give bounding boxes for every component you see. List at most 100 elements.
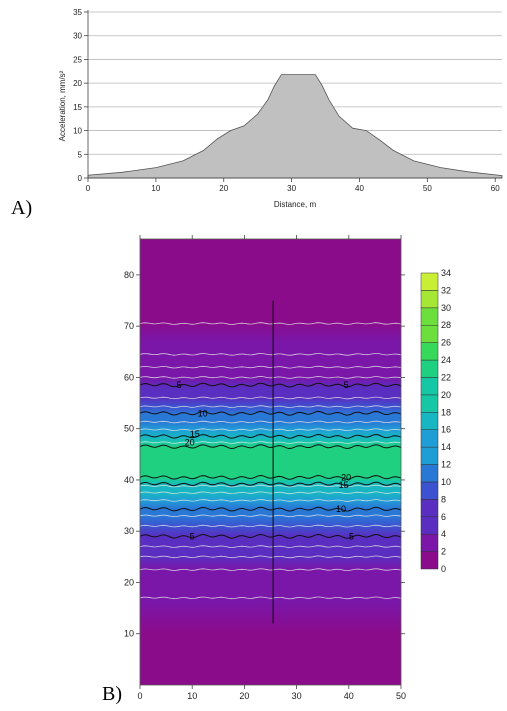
contour-fill (140, 239, 401, 685)
x-tick-label-20: 20 (239, 691, 249, 701)
x-tick-label-40: 40 (344, 691, 354, 701)
contour-line-dark-0 (139, 533, 402, 539)
contour-line-dark-3 (139, 474, 402, 480)
panel-label-a: A) (11, 197, 33, 219)
contour-label-5: 20 (341, 472, 351, 482)
contour-label-2: 10 (198, 408, 208, 418)
contour-line-light-16 (139, 352, 402, 356)
contour-label-8: 5 (190, 531, 195, 541)
y-tick-label-0: 0 (78, 174, 83, 183)
y-tick-label-25: 25 (73, 55, 82, 64)
contour-line-light-17 (139, 322, 402, 325)
colorbar-cell-14 (420, 429, 439, 448)
colorbar-label-30: 30 (441, 303, 451, 313)
colorbar-label-20: 20 (441, 390, 451, 400)
colorbar-cell-28 (420, 307, 439, 326)
contour-label-0: 5 (177, 380, 182, 390)
colorbar-cell-12 (420, 446, 439, 465)
colorbar-cell-26 (420, 324, 439, 343)
colorbar-label-6: 6 (441, 512, 446, 522)
y-tick-label-40: 40 (124, 475, 134, 485)
y-tick-label-5: 5 (78, 150, 83, 159)
contour-line-dark-4 (139, 444, 402, 450)
colorbar-label-16: 16 (441, 425, 451, 435)
contour-line-dark-2 (139, 481, 402, 487)
contour-line-light-4 (139, 524, 402, 528)
y-tick-label-10: 10 (73, 127, 82, 136)
contour-line-light-11 (139, 420, 402, 424)
colorbar-cell-32 (420, 272, 439, 291)
contour-line-light-3 (139, 545, 402, 548)
contour-line-light-13 (139, 396, 402, 400)
colorbar-cell-0 (420, 551, 439, 570)
contour-label-9: 5 (349, 531, 354, 541)
x-tick-label-0: 0 (86, 184, 91, 193)
x-axis-label: Distance, m (274, 200, 317, 209)
colorbar-label-22: 22 (441, 372, 451, 382)
colorbar-label-10: 10 (441, 477, 451, 487)
colorbar-cell-22 (420, 359, 439, 378)
y-axis-label: Acceleration, mm/s² (58, 70, 67, 141)
contour-label-3: 15 (190, 429, 200, 439)
contour-label-7: 10 (336, 504, 346, 514)
colorbar-label-28: 28 (441, 320, 451, 330)
y-tick-label-20: 20 (73, 79, 82, 88)
contour-line-light-8 (139, 484, 402, 488)
x-tick-label-10: 10 (187, 691, 197, 701)
y-tick-label-60: 60 (124, 372, 134, 382)
colorbar-label-0: 0 (441, 564, 446, 574)
y-tick-label-15: 15 (73, 103, 82, 112)
colorbar-cell-20 (420, 377, 439, 396)
contour-line-light-6 (139, 499, 402, 502)
contour-label-4: 20 (185, 438, 195, 448)
x-tick-label-10: 10 (151, 184, 160, 193)
series-layer (87, 74, 503, 179)
panel-label-b: B) (102, 683, 122, 705)
colorbar-label-2: 2 (441, 547, 446, 557)
y-tick-label-35: 35 (73, 8, 82, 17)
y-tick-label-80: 80 (124, 270, 134, 280)
contour-line-dark-6 (139, 410, 402, 416)
contour-line-light-0 (139, 596, 402, 600)
colorbar-label-8: 8 (441, 494, 446, 504)
contour-label-6: 15 (339, 480, 349, 490)
colorbar-cell-2 (420, 533, 439, 552)
y-tick-label-30: 30 (124, 526, 134, 536)
colorbar-label-24: 24 (441, 355, 451, 365)
colorbar-cell-8 (420, 481, 439, 500)
y-tick-label-10: 10 (124, 629, 134, 639)
contour-line-light-5 (139, 514, 402, 518)
contour-line-light-1 (139, 568, 402, 572)
axes-layer: 0 5 10 15 20 25 30 35 0 10 20 30 40 50 60 (73, 8, 502, 193)
colorbar-cell-10 (420, 464, 439, 483)
x-tick-label-30: 30 (292, 691, 302, 701)
colorbar-label-4: 4 (441, 529, 446, 539)
colorbar-cell-4 (420, 516, 439, 535)
x-tick-label-0: 0 (137, 691, 142, 701)
colorbar-cell-18 (420, 394, 439, 413)
contour-line-light-2 (139, 555, 402, 559)
colorbar-label-26: 26 (441, 338, 451, 348)
x-tick-label-50: 50 (396, 691, 406, 701)
contour-label-1: 5 (344, 380, 349, 390)
colorbar-label-32: 32 (441, 285, 451, 295)
contour-line-dark-1 (139, 506, 402, 512)
colorbar-cell-24 (420, 342, 439, 361)
colorbar-label-12: 12 (441, 460, 451, 470)
contour-line-light-9 (139, 441, 402, 444)
contour-line-light-7 (139, 491, 402, 495)
x-tick-label-50: 50 (423, 184, 432, 193)
colorbar-cell-30 (420, 290, 439, 309)
map-frame (139, 238, 402, 686)
contour-line-dark-7 (139, 382, 402, 388)
map-axes: 0 10 20 30 40 50 10 20 30 40 50 60 70 80 (124, 235, 406, 701)
y-tick-label-50: 50 (124, 424, 134, 434)
contour-line-light-15 (139, 365, 402, 369)
y-tick-label-30: 30 (73, 32, 82, 41)
colorbar-label-18: 18 (441, 407, 451, 417)
contour-line-light-12 (139, 405, 402, 408)
x-tick-label-60: 60 (491, 184, 500, 193)
